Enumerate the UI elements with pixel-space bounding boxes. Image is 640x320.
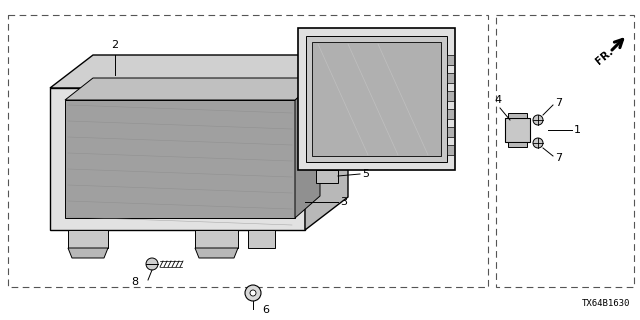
Circle shape [245, 285, 261, 301]
Text: 1: 1 [574, 125, 581, 135]
Polygon shape [295, 78, 320, 218]
Text: 4: 4 [495, 95, 502, 105]
Polygon shape [195, 248, 238, 258]
Bar [447, 109, 454, 119]
Text: FR.: FR. [593, 46, 614, 66]
Polygon shape [312, 42, 441, 156]
Polygon shape [65, 78, 320, 100]
Bar [496, 15, 634, 287]
Polygon shape [505, 118, 530, 142]
Polygon shape [508, 113, 527, 118]
Text: 3: 3 [340, 197, 347, 207]
Text: 7: 7 [555, 153, 562, 163]
Text: 5: 5 [362, 169, 369, 179]
Text: 7: 7 [555, 98, 562, 108]
Bar [447, 145, 454, 155]
Polygon shape [318, 165, 336, 170]
Bar [447, 73, 454, 83]
Polygon shape [65, 100, 295, 218]
Bar [447, 55, 454, 65]
Polygon shape [248, 230, 275, 248]
Polygon shape [50, 88, 305, 230]
Circle shape [250, 290, 256, 296]
Polygon shape [305, 55, 348, 230]
Bar [447, 127, 454, 137]
Polygon shape [316, 170, 338, 183]
Bar [447, 91, 454, 101]
Circle shape [533, 138, 543, 148]
Circle shape [146, 258, 158, 270]
Text: TX64B1630: TX64B1630 [582, 299, 630, 308]
Polygon shape [508, 142, 527, 147]
Polygon shape [50, 55, 348, 88]
Polygon shape [298, 28, 455, 170]
Circle shape [533, 115, 543, 125]
Text: 2: 2 [111, 40, 118, 50]
Polygon shape [68, 230, 108, 248]
Text: 8: 8 [131, 277, 138, 287]
Bar [8, 15, 488, 287]
Polygon shape [195, 230, 238, 248]
Text: 6: 6 [262, 305, 269, 315]
Polygon shape [68, 248, 108, 258]
Polygon shape [306, 36, 447, 162]
